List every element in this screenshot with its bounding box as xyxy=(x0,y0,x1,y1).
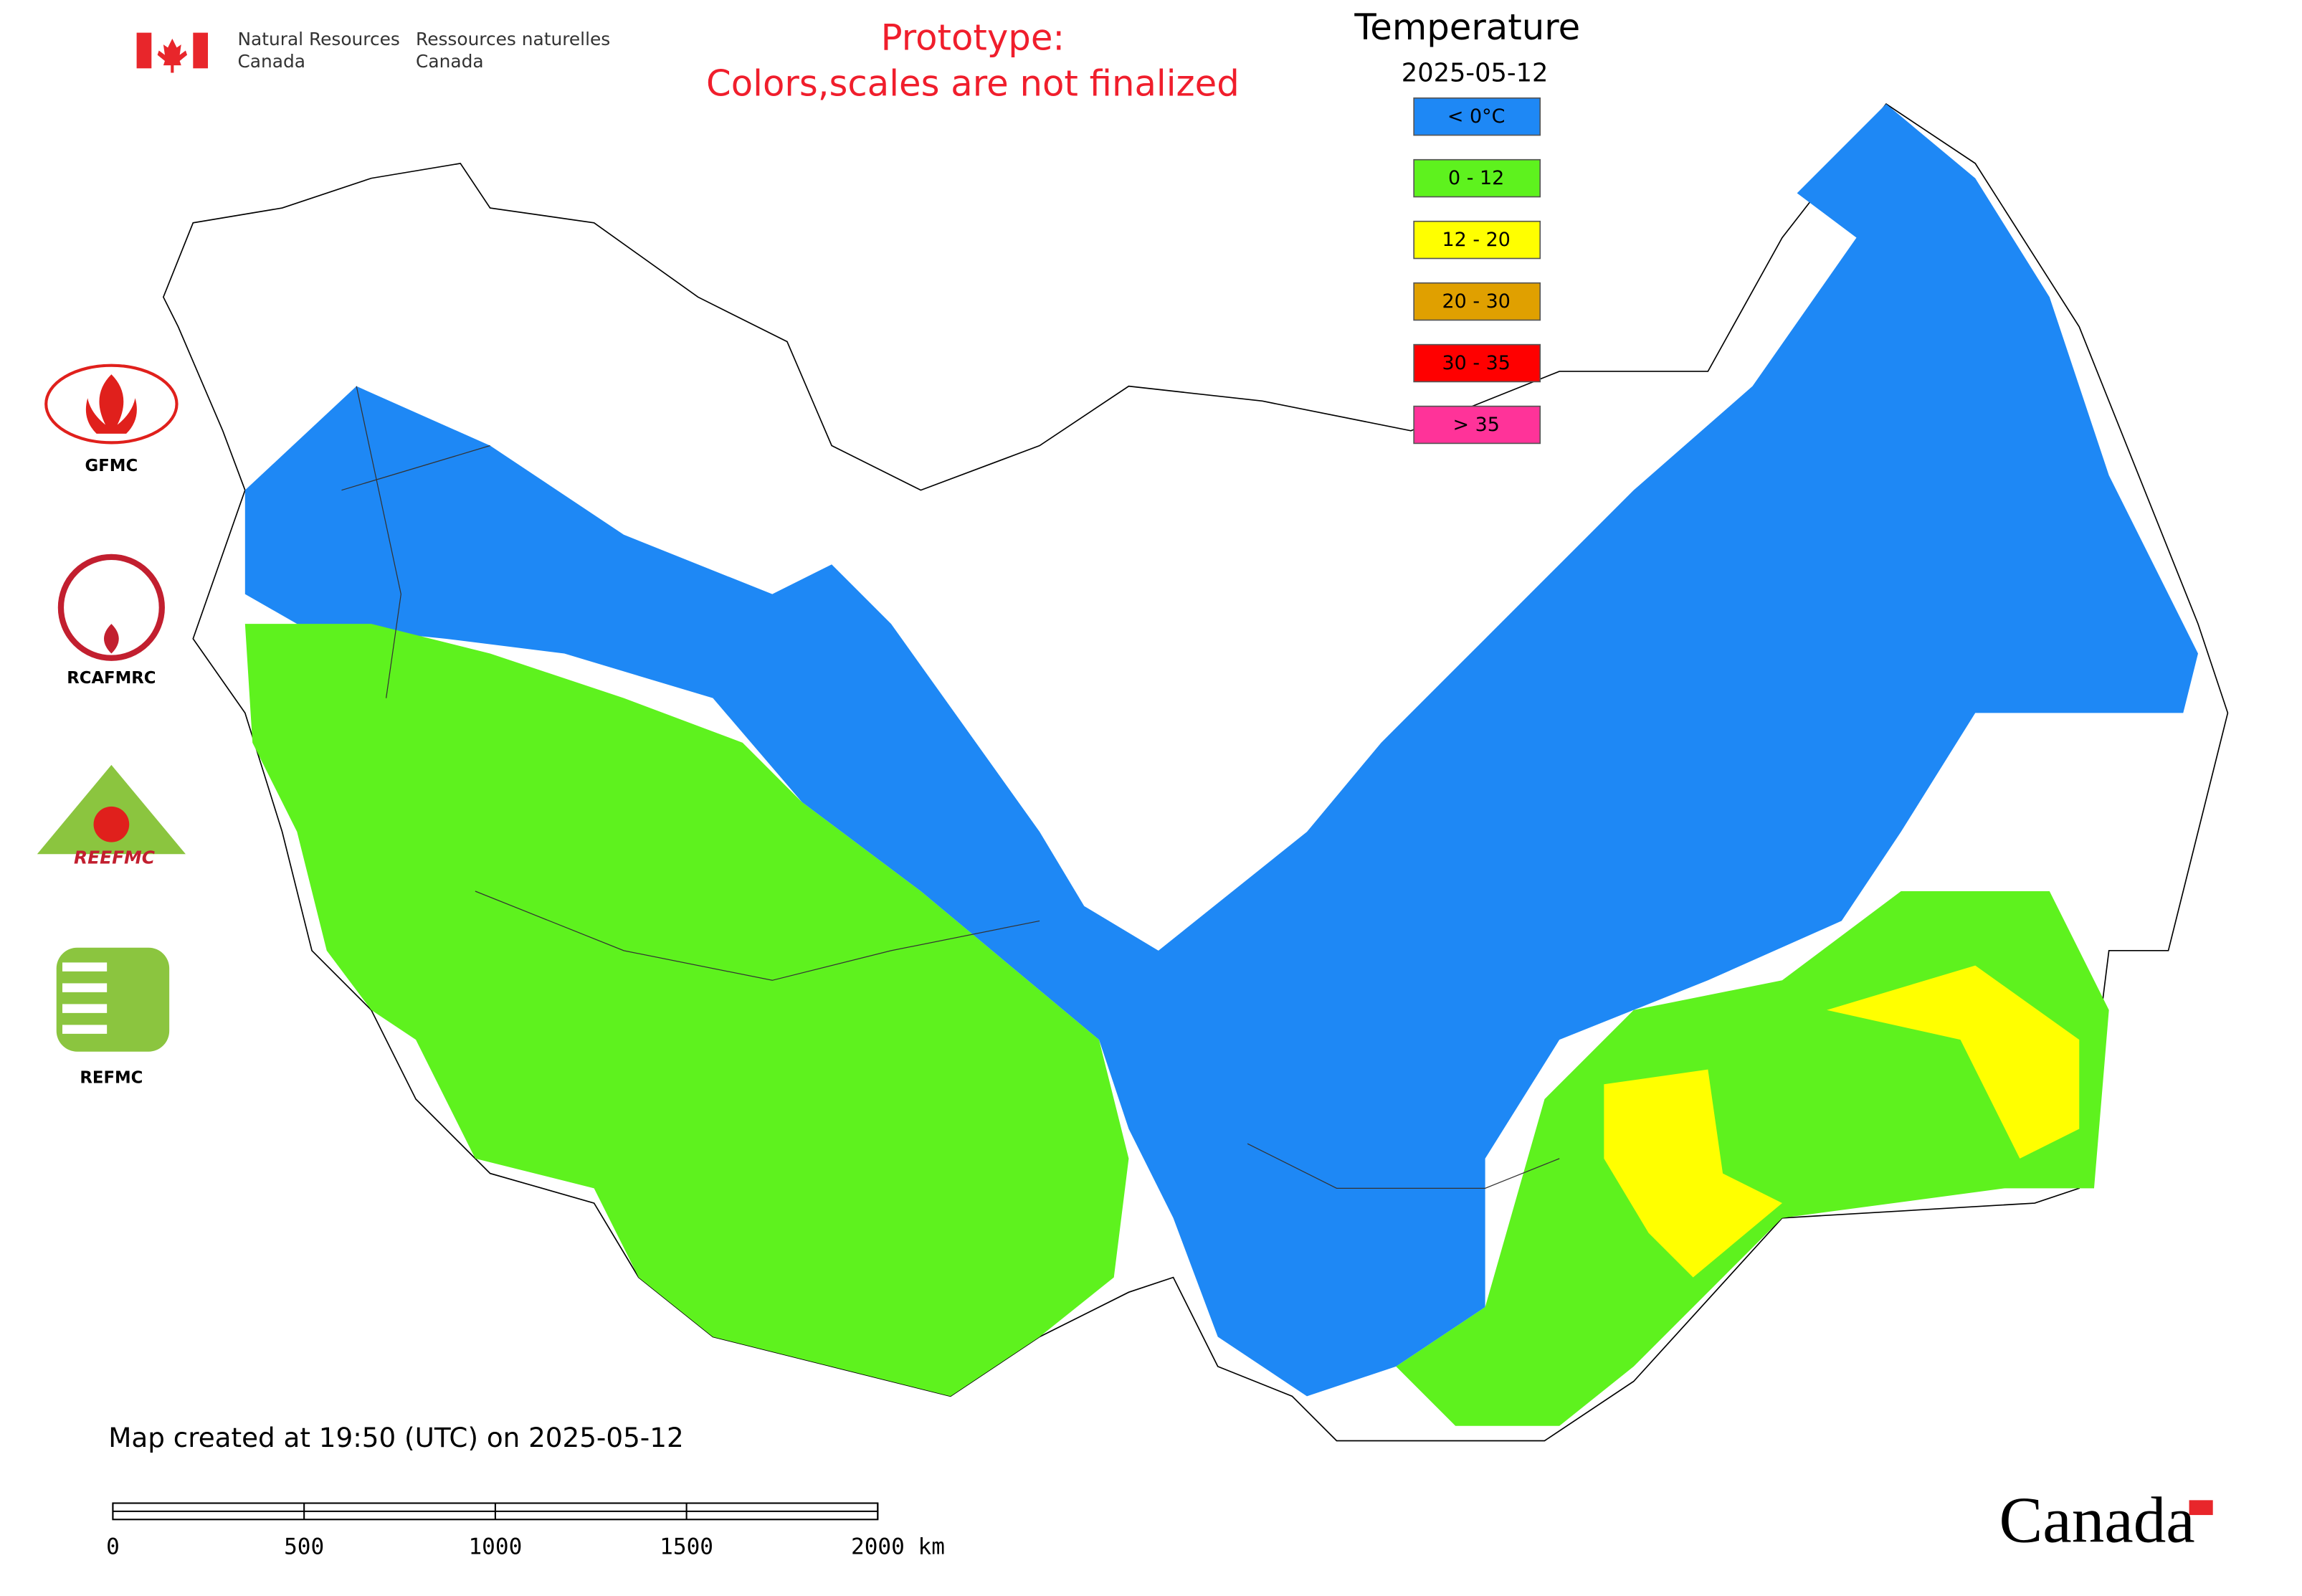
created-note: Map created at 19:50 (UTC) on 2025-05-12 xyxy=(108,1422,683,1453)
legend-date: 2025-05-12 xyxy=(1402,59,1549,88)
mild-region xyxy=(1827,965,2080,1159)
legend-label: > 35 xyxy=(1452,414,1499,436)
legend-label: 12 - 20 xyxy=(1442,229,1511,251)
mild-region xyxy=(1604,1069,1782,1278)
canada-flag xyxy=(136,32,209,73)
logo-label: REFMC xyxy=(80,1069,143,1088)
cold-region xyxy=(244,104,2198,1397)
logo-reefmc xyxy=(37,764,186,855)
legend-title: Temperature xyxy=(1354,6,1580,48)
wordmark-flag xyxy=(2189,1500,2213,1516)
scale-label: 0 xyxy=(106,1534,120,1560)
agency-fr: Canada xyxy=(416,51,484,72)
scale-label: 2000 km xyxy=(851,1534,945,1560)
legend-label: 20 - 30 xyxy=(1442,290,1511,313)
scale-label: 1000 xyxy=(468,1534,522,1560)
logo-gfmc xyxy=(44,364,179,445)
agency-fr: Ressources naturelles xyxy=(416,29,610,49)
agency-en: Natural Resources xyxy=(237,29,399,49)
cool-region xyxy=(244,624,1129,1397)
map-area xyxy=(162,103,2229,1442)
scale-label: 1500 xyxy=(660,1534,713,1560)
notice: Colors,scales are not finalized xyxy=(706,63,1240,105)
legend-swatch xyxy=(1413,158,1541,198)
scale-bar: 0 500 1000 1500 2000 km xyxy=(106,1502,945,1560)
legend-swatch xyxy=(1413,220,1541,260)
logo-label: RCAFMRC xyxy=(67,669,156,688)
legend-swatch xyxy=(1413,343,1541,383)
notice: Prototype: xyxy=(881,16,1065,58)
legend-swatch xyxy=(1413,405,1541,445)
logo-refmc xyxy=(56,947,170,1052)
agency-en: Canada xyxy=(237,51,305,72)
legend-swatch xyxy=(1413,97,1541,136)
legend-swatch xyxy=(1413,282,1541,321)
canada-wordmark: Canada xyxy=(1999,1484,2194,1557)
logo-label: REEFMC xyxy=(74,847,155,868)
logo-label: GFMC xyxy=(85,457,138,475)
legend-label: 0 - 12 xyxy=(1448,167,1504,189)
legend: < 0°C 0 - 12 12 - 20 20 - 30 30 - 35 > 35 xyxy=(1413,97,1541,445)
legend-label: < 0°C xyxy=(1447,105,1506,128)
legend-label: 30 - 35 xyxy=(1442,352,1511,374)
scale-label: 500 xyxy=(284,1534,324,1560)
logo-rcafmrc xyxy=(57,554,165,661)
